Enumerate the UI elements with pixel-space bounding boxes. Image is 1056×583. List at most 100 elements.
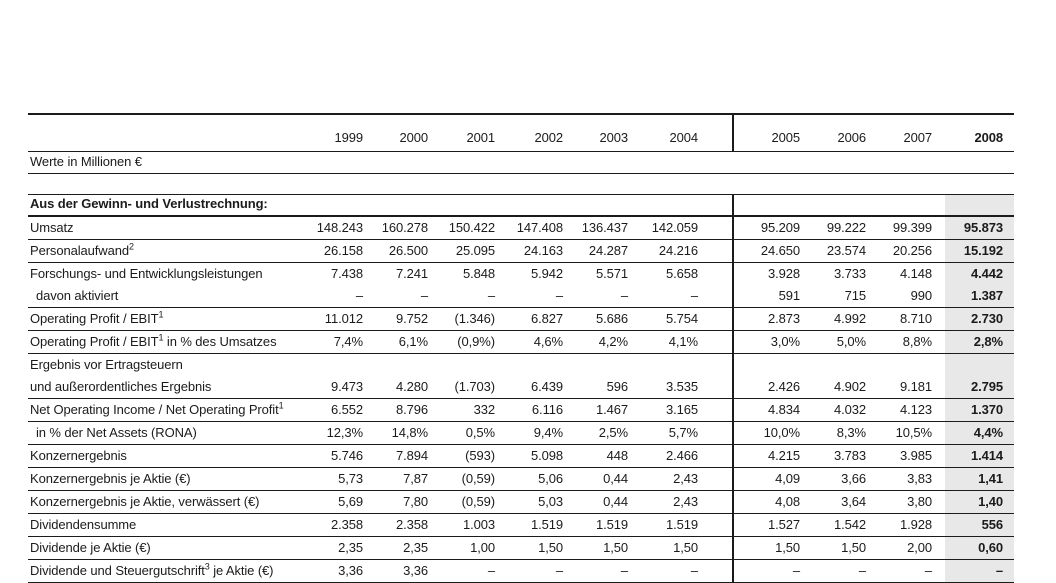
value-cell: 5.098 xyxy=(495,444,563,468)
value-cell: 1.527 xyxy=(733,513,800,537)
value-line: 990 xyxy=(910,288,932,303)
year-header-2008: 2008 xyxy=(945,113,1014,152)
value-cell: 7.438 – xyxy=(297,262,363,308)
value-cell: 6.439 xyxy=(495,353,563,399)
value-cell: 6.552 xyxy=(297,398,363,422)
value-line: 3.535 xyxy=(665,379,698,394)
value-line: 332 xyxy=(473,402,495,417)
value-line: 6,1% xyxy=(398,334,428,349)
row-label: Dividendensumme xyxy=(28,513,297,537)
value-line: 4.215 xyxy=(767,448,800,463)
row-label-line: Konzernergebnis je Aktie (€) xyxy=(30,471,191,486)
column-gap-divider xyxy=(698,444,734,468)
value-cell: 7,80 xyxy=(363,490,428,514)
value-cell-shaded: 0,60 xyxy=(945,536,1014,560)
value-cell: 5.848 – xyxy=(428,262,495,308)
value-cell: 1.519 xyxy=(495,513,563,537)
column-gap-divider xyxy=(698,216,734,240)
value-line: 5,73 xyxy=(338,471,363,486)
row-label: Forschungs- und Entwicklungsleistungen da… xyxy=(28,262,297,308)
value-cell: 160.278 xyxy=(363,216,428,240)
value-line: – xyxy=(858,563,866,578)
value-cell: 3.535 xyxy=(628,353,698,399)
value-cell: – xyxy=(428,559,495,583)
column-gap-divider xyxy=(698,398,734,422)
value-cell: 9.473 xyxy=(297,353,363,399)
value-cell: (0,59) xyxy=(428,490,495,514)
value-line: 24.216 xyxy=(658,243,698,258)
value-line: 5.658 xyxy=(665,266,698,281)
column-gap-divider xyxy=(698,307,734,331)
column-gap-divider xyxy=(698,239,734,263)
value-line: 2,8% xyxy=(973,334,1003,349)
value-cell-shaded: 95.873 xyxy=(945,216,1014,240)
column-gap-divider xyxy=(698,536,734,560)
value-cell: 1,50 xyxy=(628,536,698,560)
value-line: 24.287 xyxy=(588,243,628,258)
value-line: 1,40 xyxy=(978,494,1003,509)
table-row: Dividende und Steuergutschrift3 je Aktie… xyxy=(28,559,1014,583)
value-line: 2.466 xyxy=(665,448,698,463)
year-header-row: 1999 2000 2001 2002 2003 2004 2005 2006 … xyxy=(28,113,1014,152)
value-cell: 4,09 xyxy=(733,467,800,491)
table-row: Umsatz 148.243 160.278 150.422 147.408 136.43… xyxy=(28,216,1014,240)
value-line: 0,60 xyxy=(978,540,1003,555)
value-line: 2,43 xyxy=(673,471,698,486)
value-line: 4,09 xyxy=(775,471,800,486)
value-line: – xyxy=(924,563,932,578)
value-line: 3,36 xyxy=(403,563,428,578)
value-line: 4.442 xyxy=(970,266,1003,281)
value-cell: 23.574 xyxy=(800,239,866,263)
table-row: in % der Net Assets (RONA) 12,3% 14,8% 0,5%… xyxy=(28,421,1014,445)
row-label-line: Ergebnis vor Ertragsteuern xyxy=(30,357,183,372)
value-cell: 2.426 xyxy=(733,353,800,399)
value-cell: 9.181 xyxy=(866,353,945,399)
value-line: 1.467 xyxy=(595,402,628,417)
value-line: 4,4% xyxy=(973,425,1003,440)
value-cell: 3,36 xyxy=(363,559,428,583)
value-cell: 3.733 715 xyxy=(800,262,866,308)
value-cell: 1,50 xyxy=(733,536,800,560)
value-line: 2.873 xyxy=(767,311,800,326)
value-line: 1.387 xyxy=(970,288,1003,303)
value-line: 1.370 xyxy=(970,402,1003,417)
value-line: (0,59) xyxy=(461,471,495,486)
value-line: 1.003 xyxy=(462,517,495,532)
value-line: 9,4% xyxy=(533,425,563,440)
row-label-line: und außerordentliches Ergebnis xyxy=(30,379,212,394)
value-line: 10,5% xyxy=(895,425,932,440)
row-label-line: davon aktiviert xyxy=(36,288,119,303)
value-line: 1.928 xyxy=(899,517,932,532)
value-cell: 3,66 xyxy=(800,467,866,491)
footnote-marker: 2 xyxy=(128,241,134,252)
row-label-line: Umsatz xyxy=(30,220,74,235)
row-label: Ergebnis vor Ertragsteuern und außerorden… xyxy=(28,353,297,399)
row-label-line: Konzernergebnis xyxy=(30,448,127,463)
row-label-line: Dividende und Steuergutschrift3 je Aktie… xyxy=(30,561,274,578)
column-gap-divider xyxy=(698,559,734,583)
row-label: Konzernergebnis je Aktie, verwässert (€) xyxy=(28,490,297,514)
value-cell: 4.032 xyxy=(800,398,866,422)
section-header-row: Aus der Gewinn- und Verlustrechnung: xyxy=(28,194,1014,217)
value-cell: 332 xyxy=(428,398,495,422)
value-line: 4.834 xyxy=(767,402,800,417)
value-line: 24.650 xyxy=(760,243,800,258)
value-cell: – xyxy=(800,559,866,583)
value-line: 1.542 xyxy=(833,517,866,532)
section-title: Aus der Gewinn- und Verlustrechnung: xyxy=(28,194,734,217)
value-cell: 596 xyxy=(563,353,628,399)
value-cell-shaded: 2.795 xyxy=(945,353,1014,399)
row-label: Konzernergebnis je Aktie (€) xyxy=(28,467,297,491)
value-line: 6.116 xyxy=(531,402,563,417)
value-cell: 24.287 xyxy=(563,239,628,263)
value-line: 5.942 xyxy=(530,266,563,281)
value-line: 8.710 xyxy=(899,311,932,326)
value-line xyxy=(563,354,628,376)
value-line: – xyxy=(355,288,363,303)
value-cell: 8.710 xyxy=(866,307,945,331)
year-header-2003: 2003 xyxy=(563,113,628,152)
value-line: 7.894 xyxy=(395,448,428,463)
year-header-2007: 2007 xyxy=(866,113,945,152)
value-cell: 1,00 xyxy=(428,536,495,560)
unit-label: Werte in Millionen € xyxy=(28,151,1014,174)
